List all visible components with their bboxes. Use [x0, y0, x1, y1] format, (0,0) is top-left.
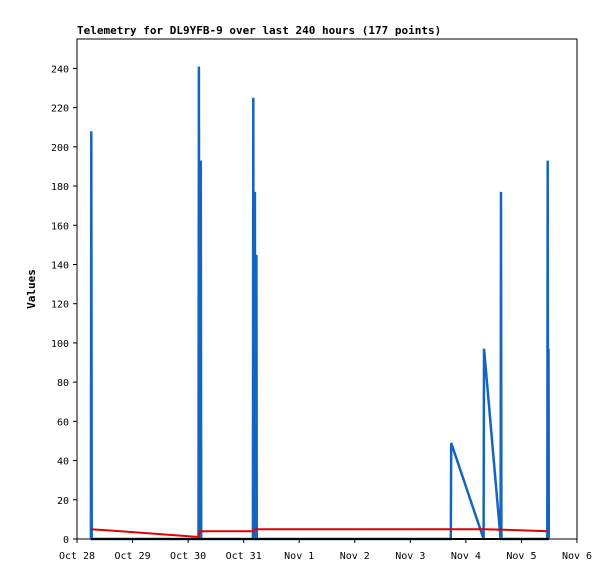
x-tick-label: Oct 31: [226, 551, 262, 562]
y-tick-label: 240: [51, 64, 69, 75]
y-tick-label: 140: [51, 260, 69, 271]
x-tick-label: Oct 29: [114, 551, 150, 562]
x-tick-label: Nov 2: [340, 551, 370, 562]
x-tick-label: Nov 4: [451, 551, 481, 562]
y-tick-label: 0: [63, 535, 69, 546]
y-tick-label: 180: [51, 182, 69, 193]
series-layer: [89, 66, 551, 541]
y-axis-ticks: 0 20 40 60 80 100 120 140 160 180 200 220 240: [51, 64, 77, 546]
x-tick-label: Oct 30: [170, 551, 206, 562]
x-tick-label: Nov 5: [506, 551, 536, 562]
y-tick-label: 20: [57, 496, 69, 507]
y-tick-label: 80: [57, 378, 69, 389]
y-tick-label: 160: [51, 221, 69, 232]
series-line-1: [90, 528, 549, 539]
y-tick-label: 220: [51, 104, 69, 115]
y-tick-label: 40: [57, 457, 69, 468]
y-axis-label: Values: [25, 269, 38, 309]
chart-title: Telemetry for DL9YFB-9 over last 240 hou…: [77, 24, 441, 37]
y-tick-label: 100: [51, 339, 69, 350]
series-line-0: [89, 66, 551, 541]
x-axis-ticks: Oct 28 Oct 29 Oct 30 Oct 31 Nov 1 Nov 2 Nov 3 N…: [59, 539, 592, 562]
y-tick-label: 120: [51, 300, 69, 311]
x-tick-label: Oct 28: [59, 551, 95, 562]
x-tick-label: Nov 1: [284, 551, 314, 562]
x-tick-label: Nov 3: [395, 551, 425, 562]
plot-area: 0 20 40 60 80 100 120 140 160 180 200 220 240 Oct 28…: [51, 38, 592, 562]
y-tick-label: 60: [57, 417, 69, 428]
x-tick-label: Nov 6: [562, 551, 592, 562]
y-tick-label: 200: [51, 143, 69, 154]
